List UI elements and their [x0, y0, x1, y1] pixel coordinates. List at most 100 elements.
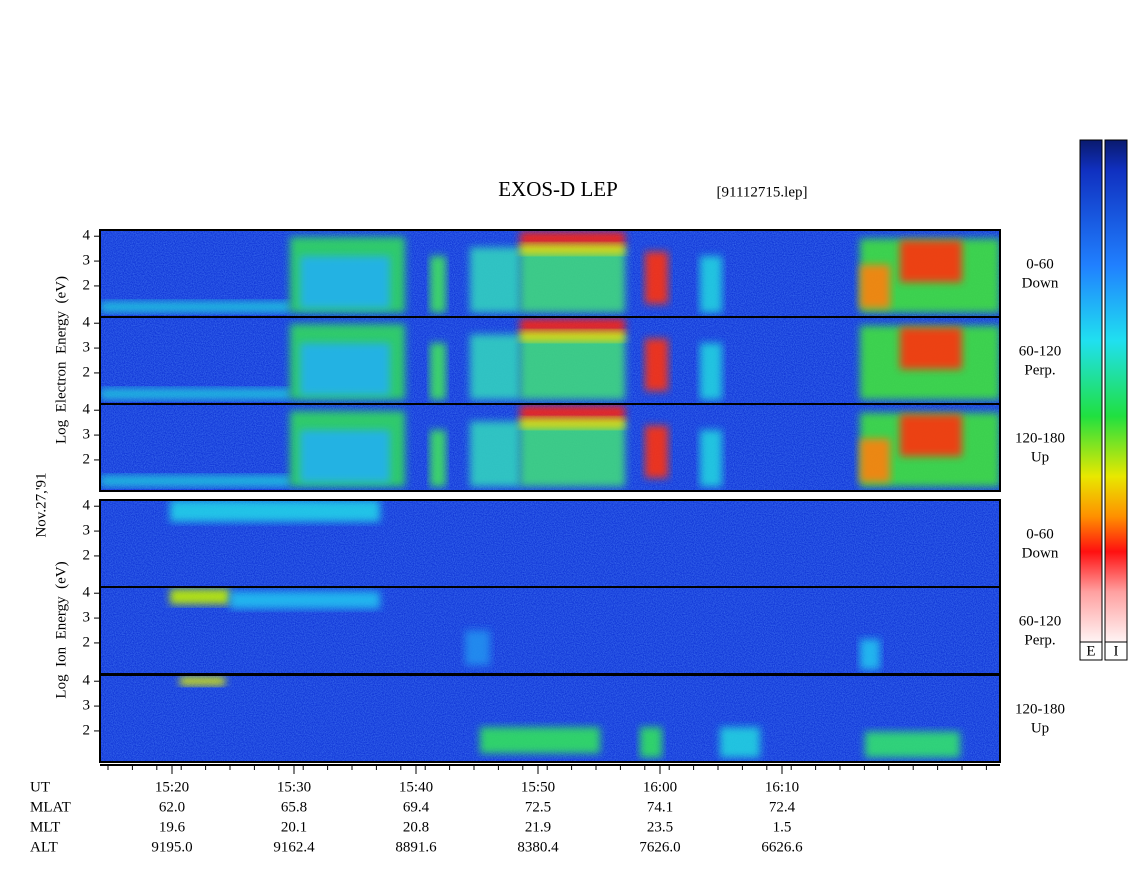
ephemeris-value: 9162.4: [273, 839, 315, 855]
spectral-feature: [645, 338, 668, 391]
panel-range: 60-120: [1019, 343, 1062, 359]
panel-range: 60-120: [1019, 613, 1062, 629]
spectrogram-panel: [100, 404, 1000, 491]
spectral-feature: [480, 727, 600, 754]
y-tick-label: 3: [83, 427, 91, 443]
color-bar: [1079, 139, 1103, 643]
panel-range: 0-60: [1026, 256, 1054, 272]
ephemeris-value: 65.8: [281, 799, 307, 815]
ephemeris-value: 19.6: [159, 819, 186, 835]
panel-range: 120-180: [1015, 701, 1065, 717]
spectral-feature: [470, 334, 520, 400]
ephemeris-value: 16:00: [643, 779, 677, 795]
color-bar-label: E: [1086, 643, 1095, 659]
spectral-feature: [900, 240, 962, 283]
spectrogram-panel: [100, 317, 1000, 404]
spectral-feature: [900, 327, 962, 370]
ephemeris-value: 72.5: [525, 799, 551, 815]
panel-direction: Perp.: [1024, 362, 1055, 378]
y-tick-label: 3: [83, 698, 91, 714]
panel-direction: Up: [1031, 449, 1049, 465]
spectral-feature: [100, 301, 290, 313]
date: Nov.27,'91: [33, 472, 49, 537]
panel-frame: [99, 674, 1001, 763]
panel-range: 120-180: [1015, 430, 1065, 446]
spectrogram-panel: [100, 230, 1000, 317]
y-tick-label: 2: [83, 451, 91, 467]
spectral-feature: [860, 264, 890, 309]
spectral-feature: [860, 438, 890, 483]
color-bar: [1104, 139, 1128, 643]
spectral-feature: [470, 247, 520, 313]
ephemeris-value: 8891.6: [395, 839, 437, 855]
spectral-feature: [865, 731, 960, 758]
y-tick-label: 4: [83, 315, 91, 331]
ion-axis-label: Log Ion Energy (eV): [53, 561, 69, 698]
ephemeris-label: ALT: [30, 839, 58, 855]
color-bar-box: [1104, 641, 1128, 661]
spectral-feature: [520, 405, 625, 420]
spectral-feature: [300, 256, 390, 309]
spectral-feature: [520, 247, 625, 313]
spectral-feature: [470, 421, 520, 487]
color-bar-box: [1079, 641, 1103, 661]
y-tick-label: 4: [83, 585, 91, 601]
y-tick-label: 2: [83, 277, 91, 293]
y-tick-label: 4: [83, 402, 91, 418]
spectral-feature: [520, 421, 625, 487]
y-tick-label: 3: [83, 610, 91, 626]
ephemeris-value: 23.5: [647, 819, 673, 835]
panel-range: 0-60: [1026, 526, 1054, 542]
spectral-feature: [180, 676, 225, 686]
spectrogram-panel: [100, 675, 1000, 762]
y-tick-label: 4: [83, 673, 91, 689]
y-tick-label: 3: [83, 253, 91, 269]
spectrogram-panel: [100, 587, 1000, 674]
y-tick-label: 3: [83, 340, 91, 356]
spectral-feature: [430, 430, 446, 487]
ephemeris-value: 74.1: [647, 799, 673, 815]
spectral-feature: [520, 330, 625, 342]
y-tick-label: 2: [83, 722, 91, 738]
spectral-feature: [645, 251, 668, 304]
spectral-feature: [860, 639, 880, 670]
ephemeris-value: 9195.0: [151, 839, 192, 855]
ephemeris-value: 15:20: [155, 779, 189, 795]
spectral-feature: [170, 588, 230, 605]
spectral-feature: [430, 343, 446, 400]
ephemeris-value: 8380.4: [517, 839, 559, 855]
ephemeris-value: 72.4: [769, 799, 796, 815]
spectral-feature: [520, 334, 625, 400]
spectral-feature: [520, 231, 625, 246]
title: EXOS-D LEP: [498, 177, 618, 201]
spectral-feature: [520, 417, 625, 429]
ephemeris-value: 69.4: [403, 799, 430, 815]
panel-direction: Up: [1031, 720, 1049, 736]
spectral-feature: [430, 256, 446, 313]
spectral-feature: [520, 318, 625, 333]
electron-axis-label: Log Electron Energy (eV): [53, 276, 69, 444]
ephemeris-label: UT: [30, 779, 50, 795]
spectral-feature: [700, 256, 722, 313]
ephemeris-value: 21.9: [525, 819, 551, 835]
ephemeris-value: 16:10: [765, 779, 799, 795]
spectral-feature: [170, 500, 380, 522]
ephemeris-value: 15:40: [399, 779, 433, 795]
panel-direction: Down: [1022, 545, 1059, 561]
ephemeris-value: 7626.0: [639, 839, 680, 855]
y-tick-label: 2: [83, 364, 91, 380]
spectral-feature: [700, 343, 722, 400]
panel-direction: Perp.: [1024, 632, 1055, 648]
color-bar-label: I: [1114, 643, 1119, 659]
file-name: [91112715.lep]: [717, 184, 808, 200]
y-tick-label: 4: [83, 498, 91, 514]
spectral-feature: [900, 414, 962, 457]
panel-frame: [99, 403, 1001, 492]
spectral-feature: [465, 630, 490, 666]
spectral-feature: [700, 430, 722, 487]
ephemeris-value: 6626.6: [761, 839, 803, 855]
ephemeris-label: MLAT: [30, 799, 71, 815]
panel-direction: Down: [1022, 275, 1059, 291]
spectral-feature: [645, 425, 668, 478]
